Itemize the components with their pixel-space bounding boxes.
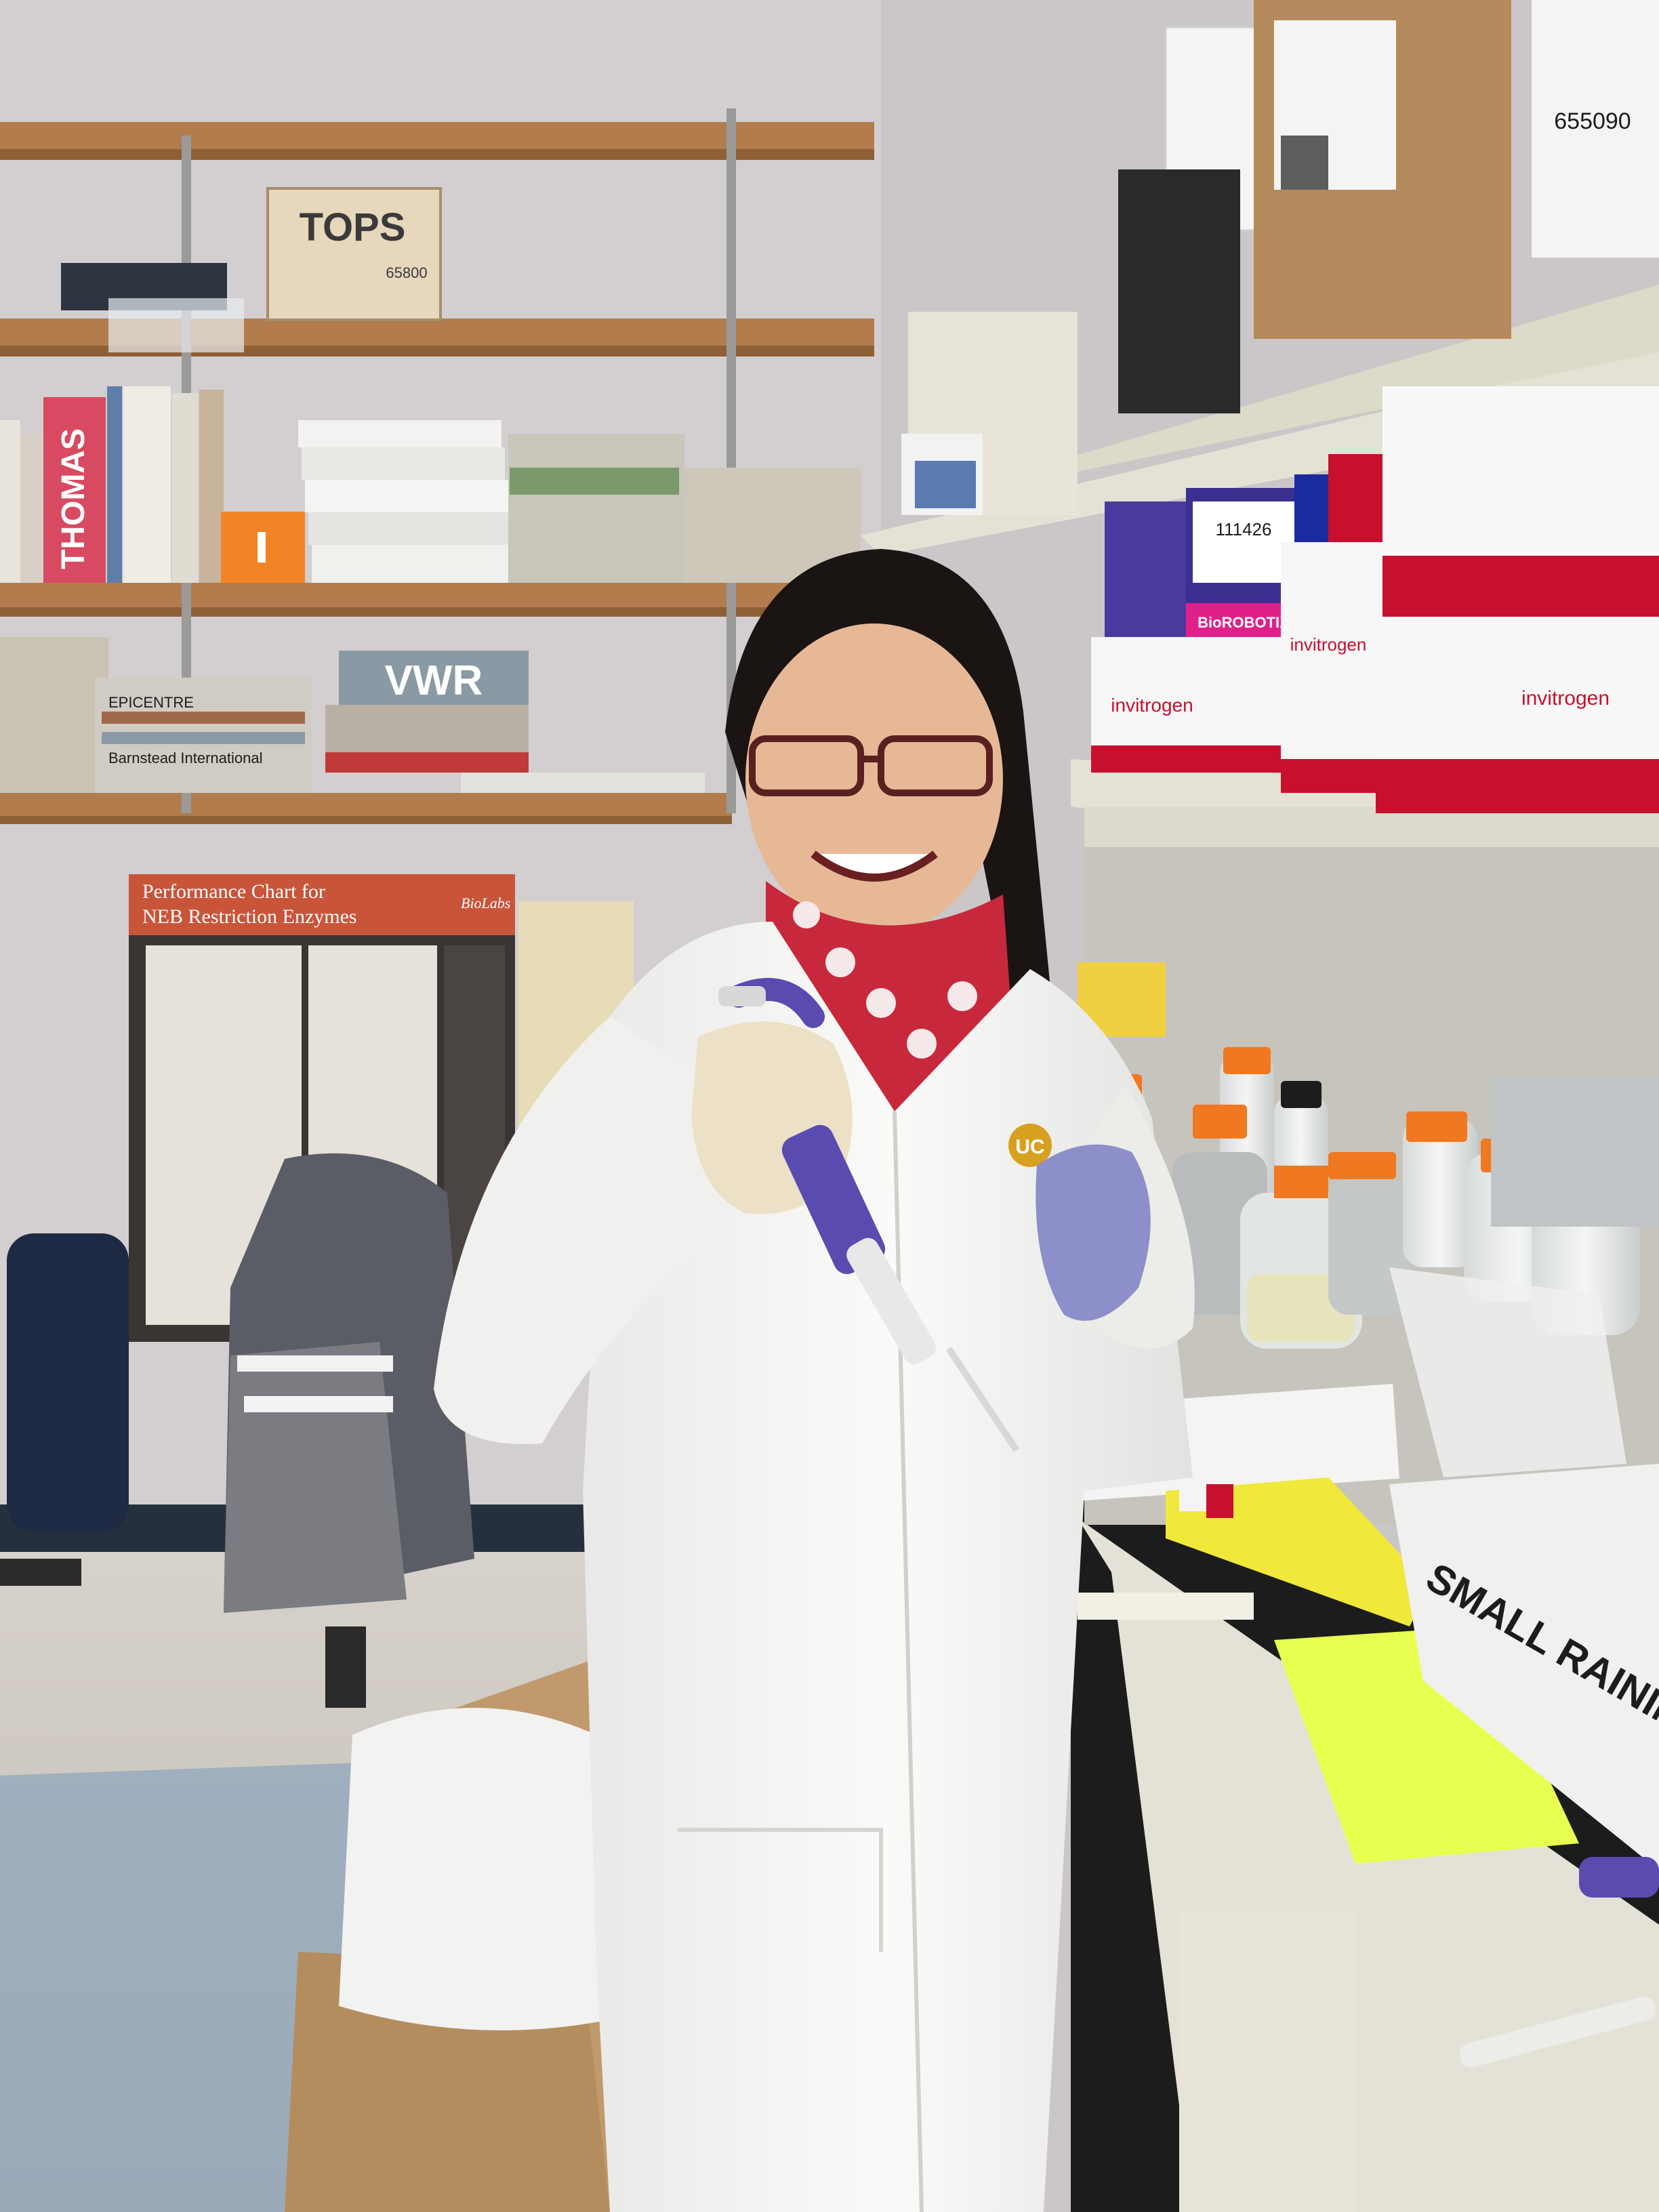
coat-logo-text: UC bbox=[1015, 1136, 1044, 1158]
ice-bin bbox=[1389, 1464, 1659, 1870]
top-shelf-boxes: 655090 bbox=[901, 0, 1659, 515]
catalog-epicentre: EPICENTRE bbox=[108, 694, 194, 711]
books-row-3: EPICENTRE Barnstead International VWR bbox=[0, 637, 705, 793]
box-brand-invitrogen-1: invitrogen bbox=[1111, 695, 1193, 716]
box-brand-invitrogen-2: invitrogen bbox=[1290, 634, 1367, 655]
scientist: UC bbox=[434, 549, 1195, 2212]
reagent-boxes: 111426 BioROBOTIX invitrogen invitrogen … bbox=[1091, 386, 1659, 813]
face bbox=[745, 623, 1003, 935]
foreground-pipette bbox=[1459, 1857, 1659, 2068]
pipette bbox=[718, 978, 1020, 1452]
right-glove bbox=[1036, 1144, 1151, 1321]
tops-box: TOPS 65800 bbox=[266, 187, 442, 321]
tops-box-code: 65800 bbox=[386, 264, 427, 281]
books-row-2: THOMAS bbox=[0, 386, 861, 583]
box-label-111426: 111426 bbox=[1216, 519, 1272, 539]
cardboard-box bbox=[285, 1654, 651, 2212]
box-brand-biorobotix: BioROBOTIX bbox=[1197, 614, 1290, 631]
poster-title-line1: Performance Chart for bbox=[142, 880, 325, 903]
box-label-655090: 655090 bbox=[1554, 108, 1631, 134]
box-brand-invitrogen-3: invitrogen bbox=[1521, 687, 1610, 710]
glasses bbox=[749, 735, 864, 796]
catalog-barnstead: Barnstead International bbox=[108, 750, 263, 766]
tube-racks: SMALL RAININ bbox=[1166, 1464, 1659, 1870]
book-spine-thomas: THOMAS bbox=[56, 428, 91, 569]
chair-with-jacket bbox=[0, 1153, 474, 1708]
tops-box-label: TOPS bbox=[300, 205, 406, 249]
coat-logo bbox=[1008, 1124, 1052, 1167]
book-spine-vwr: VWR bbox=[385, 657, 483, 704]
poster-logo: BioLabs bbox=[461, 895, 510, 912]
ice-bag bbox=[1389, 1267, 1626, 1477]
poster-title-line2: NEB Restriction Enzymes bbox=[142, 905, 357, 928]
